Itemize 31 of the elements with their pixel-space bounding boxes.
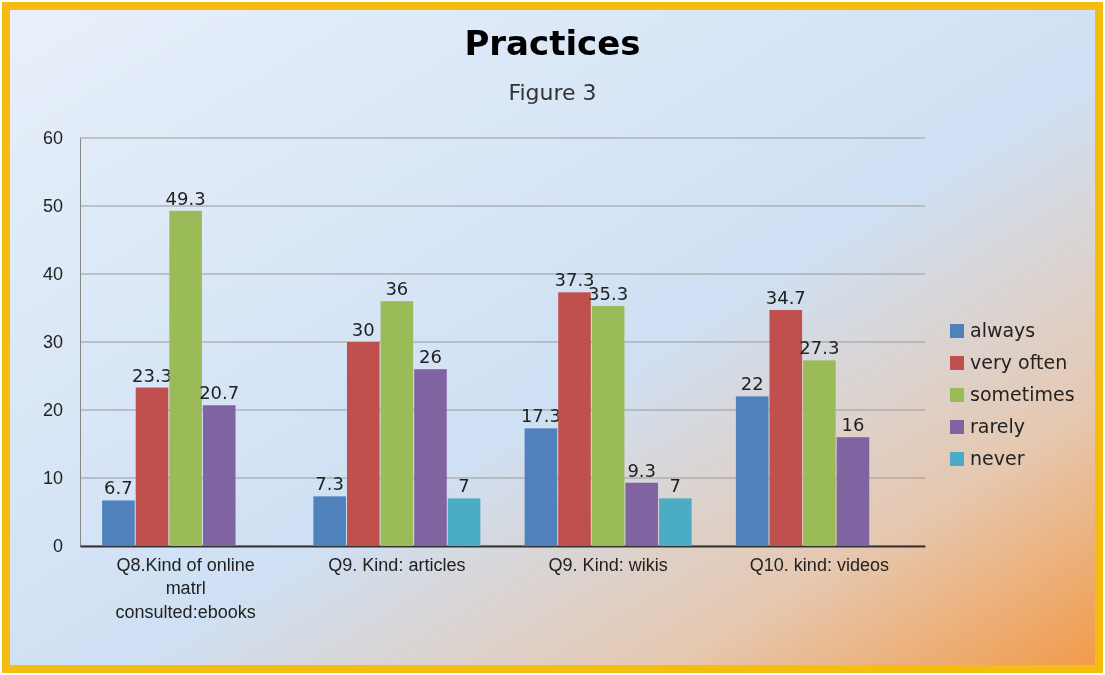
x-tick-label: Q8.Kind of online matrl consulted:ebooks [115,555,256,622]
x-tick-label: Q9. Kind: wikis [548,555,668,575]
data-label: 30 [351,319,375,340]
data-label: 26 [419,346,442,368]
x-tick-label: Q10. kind: videos [749,555,889,575]
legend-label: very often [970,351,1068,373]
data-label: 34.7 [765,287,806,309]
y-tick-label: 30 [42,332,63,353]
data-label: 7 [669,475,682,497]
data-label: 16 [841,414,865,436]
legend-label: never [970,447,1025,469]
data-label: 9.3 [627,459,657,481]
data-label: 6.7 [104,477,133,499]
data-label: 7 [458,475,470,497]
y-tick-label: 50 [42,196,63,217]
legend-label: sometimes [970,383,1075,405]
x-tick-label: Q9. Kind: articles [328,555,466,575]
data-label: 23.3 [131,364,173,386]
y-tick-label: 40 [42,264,63,285]
y-tick-label: 10 [42,468,63,489]
data-label: 49.3 [165,187,206,209]
data-label: 22 [740,373,764,395]
y-tick-label: 20 [42,400,63,421]
chart-title: Practices [464,23,641,63]
y-tick-label: 0 [52,536,63,557]
legend-label: always [970,319,1036,341]
chart-subtitle: Figure 3 [508,80,597,105]
y-tick-label: 60 [42,128,63,149]
data-label: 7.3 [315,473,344,495]
data-label: 36 [385,278,409,300]
legend-label: rarely [970,415,1026,437]
